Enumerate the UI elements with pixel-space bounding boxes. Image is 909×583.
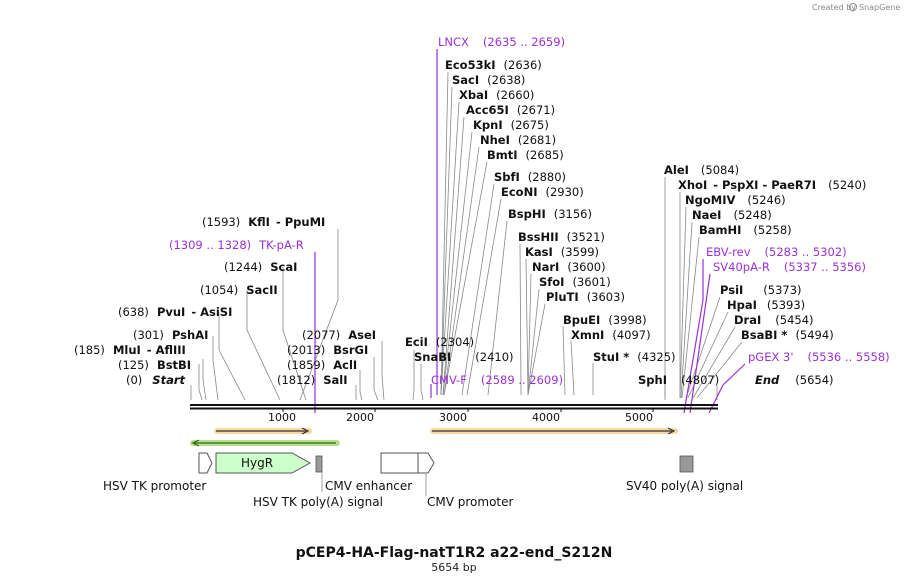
hygr-label: HygR (241, 456, 273, 470)
snapgene-logo-icon (849, 3, 857, 11)
site-label: DraI (5454) (734, 313, 814, 327)
site-label: KasI (3599) (525, 245, 599, 259)
site-label: SacI (2638) (452, 73, 525, 87)
site-label: KpnI (2675) (473, 118, 549, 132)
primer-label: LNCX (2635 .. 2659) (438, 35, 565, 49)
site-label: (301) PshAI (133, 328, 208, 342)
site-label: SnaBI (2410) (414, 350, 514, 364)
plasmid-name: pCEP4-HA-Flag-natT1R2 a22-end_S212N (296, 545, 613, 561)
feature-hsv-tk-promoter: HSV TK promoter (103, 479, 206, 493)
feature-cmv-enhancer: CMV enhancer (325, 479, 412, 493)
credit-brand: SnapGene (859, 3, 900, 12)
site-label: PsiI (5373) (720, 283, 802, 297)
feature-hsv-tk-polya: HSV TK poly(A) signal (253, 495, 383, 509)
site-label: XbaI (2660) (459, 88, 534, 102)
site-label: AleI (5084) (664, 163, 739, 177)
hygr-arrow (215, 452, 312, 474)
snapgene-credit: Created by SnapGene (812, 3, 900, 12)
site-label: NgoMIV (5246) (685, 193, 786, 207)
site-label: (185) MluI - AflIII (74, 343, 186, 357)
site-label: BssHII (3521) (518, 230, 605, 244)
primer-lines (314, 49, 746, 414)
site-label: (1244) ScaI (224, 260, 297, 274)
feature-labels: HSV TK promoter CMV enhancer HSV TK poly… (103, 479, 743, 509)
site-label: (1593) KflI - PpuMI (202, 215, 325, 229)
site-label: XmnI (4097) (571, 328, 651, 342)
site-label: SfoI (3601) (539, 275, 611, 289)
tick-label: 4000 (532, 411, 560, 424)
backbone (190, 404, 718, 412)
axis-tick-labels: 1000 2000 3000 4000 5000 (268, 411, 653, 424)
primer-label: SV40pA-R (5337 .. 5356) (713, 260, 866, 274)
sites-center: LNCX (2635 .. 2659) Eco53kI (2636) SacI (26… (438, 35, 719, 387)
site-label: (0) Start (126, 373, 186, 387)
feature-sv40-polya: SV40 poly(A) signal (626, 479, 743, 493)
site-label: (1812) SalI (277, 373, 348, 387)
site-label: HpaI (5393) (727, 298, 805, 312)
site-label: EcoNI (2930) (501, 185, 584, 199)
site-label: SphI (4807) (638, 373, 719, 387)
sites-midleft: (2077) AseI (2013) BsrGI (1859) AclI (1812)… (277, 328, 376, 387)
tick-label: 1000 (268, 411, 296, 424)
site-label: (1054) SacII (200, 283, 278, 297)
site-label: End (5654) (755, 373, 834, 387)
sites-lowcenter: EciI (2304) SnaBI (2410) CMV-F (2589 .. 260… (405, 335, 563, 387)
site-label: PluTI (3603) (546, 290, 625, 304)
site-label: Acc65I (2671) (466, 103, 555, 117)
primer-label: (1309 .. 1328) TK-pA-R (169, 238, 304, 252)
hsv-tk-promoter-arrow (198, 452, 213, 474)
leader-lines (190, 71, 743, 401)
site-label: (638) PvuI - AsiSI (118, 305, 232, 319)
site-label: NaeI (5248) (692, 208, 772, 222)
site-label: Eco53kI (2636) (445, 58, 542, 72)
site-label: SbfI (2880) (494, 170, 566, 184)
site-label: (1859) AclI (287, 358, 357, 372)
tick-label: 5000 (625, 411, 653, 424)
sv40-polya-box (679, 455, 694, 473)
site-label: BamHI (5258) (699, 223, 792, 237)
map-title: pCEP4-HA-Flag-natT1R2 a22-end_S212N 5654… (296, 545, 613, 574)
site-label: StuI * (4325) (593, 350, 676, 364)
primer-label: EBV-rev (5283 .. 5302) (706, 245, 847, 259)
tick-label: 2000 (346, 411, 374, 424)
site-label: (2077) AseI (302, 328, 376, 342)
orf-arrows (190, 427, 678, 447)
feature-cmv-promoter: CMV promoter (427, 495, 514, 509)
site-label: BpuEI (3998) (563, 313, 647, 327)
site-label: NheI (2681) (480, 133, 556, 147)
features: HygR (198, 452, 694, 496)
sites-right: AleI (5084) XhoI - PspXI - PaeR7I (5240) Ng… (664, 163, 890, 387)
sites-left: (1593) KflI - PpuMI (1309 .. 1328) TK-pA-R … (74, 215, 325, 387)
credit-prefix: Created by (812, 3, 856, 12)
primer-label: pGEX 3' (5536 .. 5558) (748, 350, 890, 364)
site-label: BmtI (2685) (487, 148, 564, 162)
hsv-tk-polya-box (315, 455, 323, 473)
site-label: EciI (2304) (405, 335, 474, 349)
site-label: (2013) BsrGI (287, 343, 368, 357)
site-label: BsaBI * (5494) (741, 328, 834, 342)
primer-label: CMV-F (2589 .. 2609) (431, 373, 563, 387)
cmv-enhancer-box (380, 452, 435, 474)
site-label: (125) BstBI (118, 358, 191, 372)
tick-label: 3000 (439, 411, 467, 424)
site-label: BspHI (3156) (508, 207, 592, 221)
site-label: NarI (3600) (532, 260, 606, 274)
plasmid-length: 5654 bp (431, 561, 476, 574)
site-label: XhoI - PspXI - PaeR7I (5240) (678, 178, 866, 192)
